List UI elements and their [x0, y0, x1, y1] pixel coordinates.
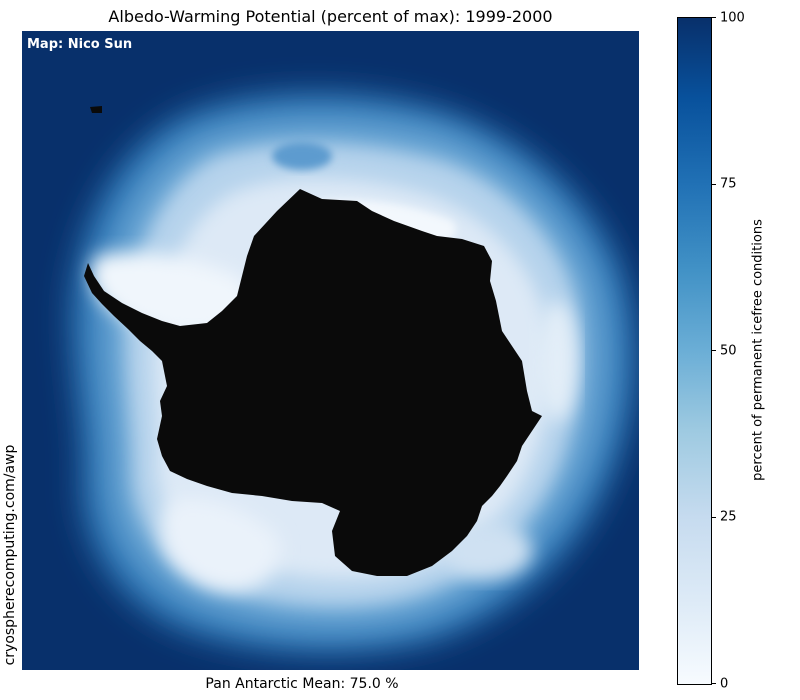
colorbar	[677, 17, 712, 685]
colorbar-tick-100	[711, 17, 716, 18]
colorbar-tick-label: 100	[720, 10, 745, 26]
colorbar-tick-label: 50	[720, 343, 737, 359]
colorbar-tick-label: 25	[720, 509, 737, 525]
chart-title: Albedo-Warming Potential (percent of max…	[108, 7, 553, 26]
colorbar-tick-75	[711, 184, 716, 185]
colorbar-tick-0	[711, 683, 716, 684]
small-island	[90, 106, 102, 113]
colorbar-tick-label: 75	[720, 176, 737, 192]
colorbar-tick-label: 0	[720, 676, 729, 692]
colorbar-tick-25	[711, 517, 716, 518]
colorbar-label: percent of permanent icefree conditions	[750, 219, 766, 481]
colorbar-tick-50	[711, 350, 716, 351]
source-url-text: cryospherecomputing.com/awp	[2, 444, 18, 666]
antarctica-landmass	[84, 189, 542, 576]
map-panel	[22, 31, 639, 670]
map-credit-label: Map: Nico Sun	[27, 37, 133, 52]
pan-antarctic-mean-label: Pan Antarctic Mean: 75.0 %	[205, 676, 399, 692]
antarctic-map	[22, 31, 639, 670]
